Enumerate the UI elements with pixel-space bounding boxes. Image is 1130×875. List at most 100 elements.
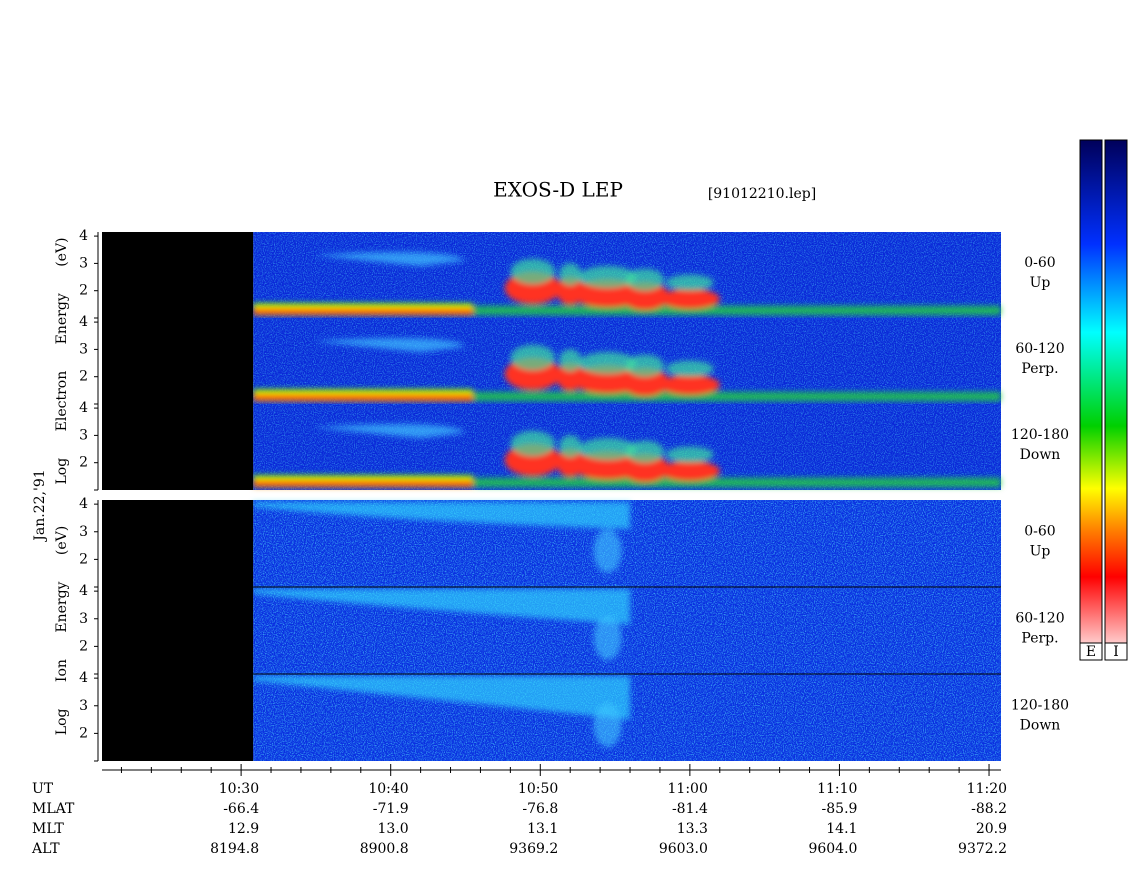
y-tick-label: 4 xyxy=(79,583,88,599)
spectrogram-features xyxy=(253,676,631,748)
ephemeris-value: 12.9 xyxy=(228,821,259,837)
y-tick-label: 2 xyxy=(79,551,88,567)
panel-label: 120-180 xyxy=(1011,427,1069,443)
feature xyxy=(510,430,556,457)
y-tick-label: 4 xyxy=(79,400,88,416)
spectrogram-features xyxy=(253,589,631,661)
y-tick-label: 2 xyxy=(79,725,88,741)
panel-sublabel: Perp. xyxy=(1021,361,1058,377)
feature xyxy=(510,258,556,285)
panel-label: 60-120 xyxy=(1015,611,1064,627)
ephemeris-value: 8194.8 xyxy=(210,841,259,857)
panel-sublabel: Down xyxy=(1020,447,1061,463)
feature xyxy=(578,351,637,375)
colorbar-label-box xyxy=(1079,642,1103,661)
y-tick-label: 3 xyxy=(79,427,88,443)
y-tick-label: 4 xyxy=(79,228,88,244)
file-name: [91012210.lep] xyxy=(708,186,816,202)
feature xyxy=(253,474,473,488)
feature xyxy=(578,437,637,461)
feature xyxy=(472,305,1001,316)
ephemeris-value: 14.1 xyxy=(826,821,857,837)
panel-label: 60-120 xyxy=(1015,341,1064,357)
feature xyxy=(625,354,665,377)
feature xyxy=(659,374,720,395)
x-tick-label: 11:10 xyxy=(817,781,857,797)
data-gap xyxy=(102,232,254,490)
data-gap xyxy=(102,500,254,761)
x-tick-label: 11:00 xyxy=(668,781,708,797)
ephemeris-name: MLAT xyxy=(32,801,75,817)
feature xyxy=(593,616,622,661)
spectrogram-features xyxy=(253,338,1001,402)
feature xyxy=(472,391,1001,402)
feature xyxy=(510,344,556,371)
ephemeris-value: -66.4 xyxy=(223,801,259,817)
ephemeris-value: 20.9 xyxy=(976,821,1007,837)
spectrogram-features xyxy=(253,252,1001,316)
ephemeris-value: -85.9 xyxy=(822,801,858,817)
y-tick-label: 3 xyxy=(79,255,88,271)
ephemeris-value: -76.8 xyxy=(522,801,558,817)
feature xyxy=(620,282,669,311)
y-tick-label: 2 xyxy=(79,283,88,299)
ephemeris-value: 9369.2 xyxy=(509,841,558,857)
feature xyxy=(659,460,720,481)
ephemeris-value: 13.3 xyxy=(677,821,708,837)
y-tick-label: 2 xyxy=(79,369,88,385)
panel-label: 0-60 xyxy=(1024,524,1055,540)
y-tick-label: 3 xyxy=(79,611,88,627)
ephemeris-value: 8900.8 xyxy=(360,841,409,857)
feature xyxy=(253,676,631,720)
ephemeris-name: MLT xyxy=(32,821,64,837)
panel-label: 0-60 xyxy=(1024,255,1055,271)
panel-sublabel: Perp. xyxy=(1021,631,1058,647)
colorbar xyxy=(1104,139,1128,661)
feature xyxy=(472,477,1001,488)
y-tick-label: 4 xyxy=(79,496,88,512)
feature xyxy=(253,388,473,402)
feature xyxy=(253,302,473,316)
ephemeris-value: 13.0 xyxy=(378,821,409,837)
ephemeris-value: -88.2 xyxy=(971,801,1007,817)
ephemeris-value: -71.9 xyxy=(373,801,409,817)
x-tick-label: 10:40 xyxy=(368,781,408,797)
colorbar-label: E xyxy=(1086,644,1096,660)
ephemeris-value: -81.4 xyxy=(672,801,708,817)
colorbar xyxy=(1079,139,1103,661)
ephemeris-value: 13.1 xyxy=(527,821,558,837)
y-tick-label: 3 xyxy=(79,524,88,540)
panel-sublabel: Up xyxy=(1030,544,1051,560)
ut-label: UT xyxy=(32,781,54,797)
x-tick-label: 10:30 xyxy=(219,781,259,797)
chart-title: EXOS-D LEP xyxy=(493,178,623,202)
feature xyxy=(593,529,622,574)
x-tick-label: 10:50 xyxy=(518,781,558,797)
x-tick-label: 11:20 xyxy=(967,781,1007,797)
y-axis-label: Log Electron Energy (eV) xyxy=(54,237,70,484)
ephemeris-value: 9372.2 xyxy=(958,841,1007,857)
y-tick-label: 2 xyxy=(79,455,88,471)
feature xyxy=(578,265,637,289)
feature xyxy=(558,263,582,286)
ephemeris-value: 9603.0 xyxy=(659,841,708,857)
feature xyxy=(659,288,720,309)
feature xyxy=(313,424,466,439)
ephemeris-name: ALT xyxy=(31,841,60,857)
feature xyxy=(253,589,631,625)
y-tick-label: 3 xyxy=(79,341,88,357)
feature xyxy=(313,338,466,353)
panel-sublabel: Up xyxy=(1030,275,1051,291)
y-tick-label: 4 xyxy=(79,314,88,330)
feature xyxy=(625,440,665,463)
y-axis-label: Log Ion Energy (eV) xyxy=(54,526,70,735)
feature xyxy=(558,349,582,372)
panel-sublabel: Down xyxy=(1020,718,1061,734)
y-tick-label: 4 xyxy=(79,670,88,686)
colorbar-label: I xyxy=(1113,644,1119,660)
ephemeris-value: 9604.0 xyxy=(808,841,857,857)
date-label: Jan.22,'91 xyxy=(32,469,48,542)
